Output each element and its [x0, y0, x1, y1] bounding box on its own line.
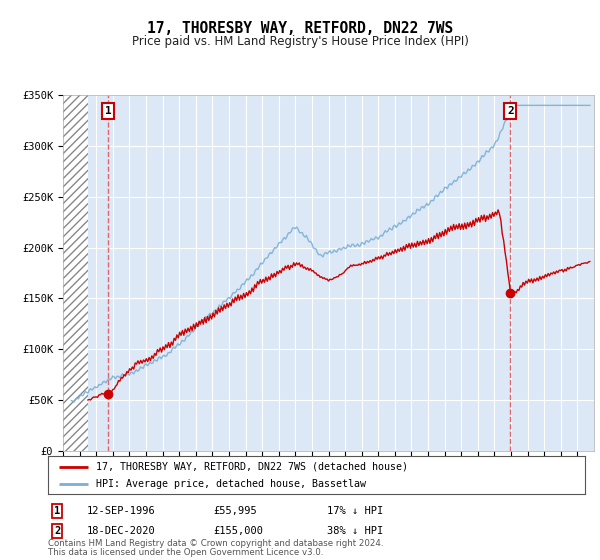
Bar [63, 95, 88, 451]
Text: 38% ↓ HPI: 38% ↓ HPI [327, 526, 383, 536]
Text: 2: 2 [54, 526, 60, 536]
Text: 12-SEP-1996: 12-SEP-1996 [87, 506, 156, 516]
Text: 17, THORESBY WAY, RETFORD, DN22 7WS (detached house): 17, THORESBY WAY, RETFORD, DN22 7WS (det… [97, 461, 409, 472]
Text: £155,000: £155,000 [213, 526, 263, 536]
Text: Price paid vs. HM Land Registry's House Price Index (HPI): Price paid vs. HM Land Registry's House … [131, 35, 469, 48]
Text: 18-DEC-2020: 18-DEC-2020 [87, 526, 156, 536]
Text: HPI: Average price, detached house, Bassetlaw: HPI: Average price, detached house, Bass… [97, 479, 367, 489]
Text: 1: 1 [54, 506, 60, 516]
Text: 2: 2 [507, 106, 514, 116]
Text: Contains HM Land Registry data © Crown copyright and database right 2024.: Contains HM Land Registry data © Crown c… [48, 539, 383, 548]
Text: 17, THORESBY WAY, RETFORD, DN22 7WS: 17, THORESBY WAY, RETFORD, DN22 7WS [147, 21, 453, 36]
Text: £55,995: £55,995 [213, 506, 257, 516]
Text: 17% ↓ HPI: 17% ↓ HPI [327, 506, 383, 516]
Text: 1: 1 [104, 106, 112, 116]
Text: This data is licensed under the Open Government Licence v3.0.: This data is licensed under the Open Gov… [48, 548, 323, 557]
